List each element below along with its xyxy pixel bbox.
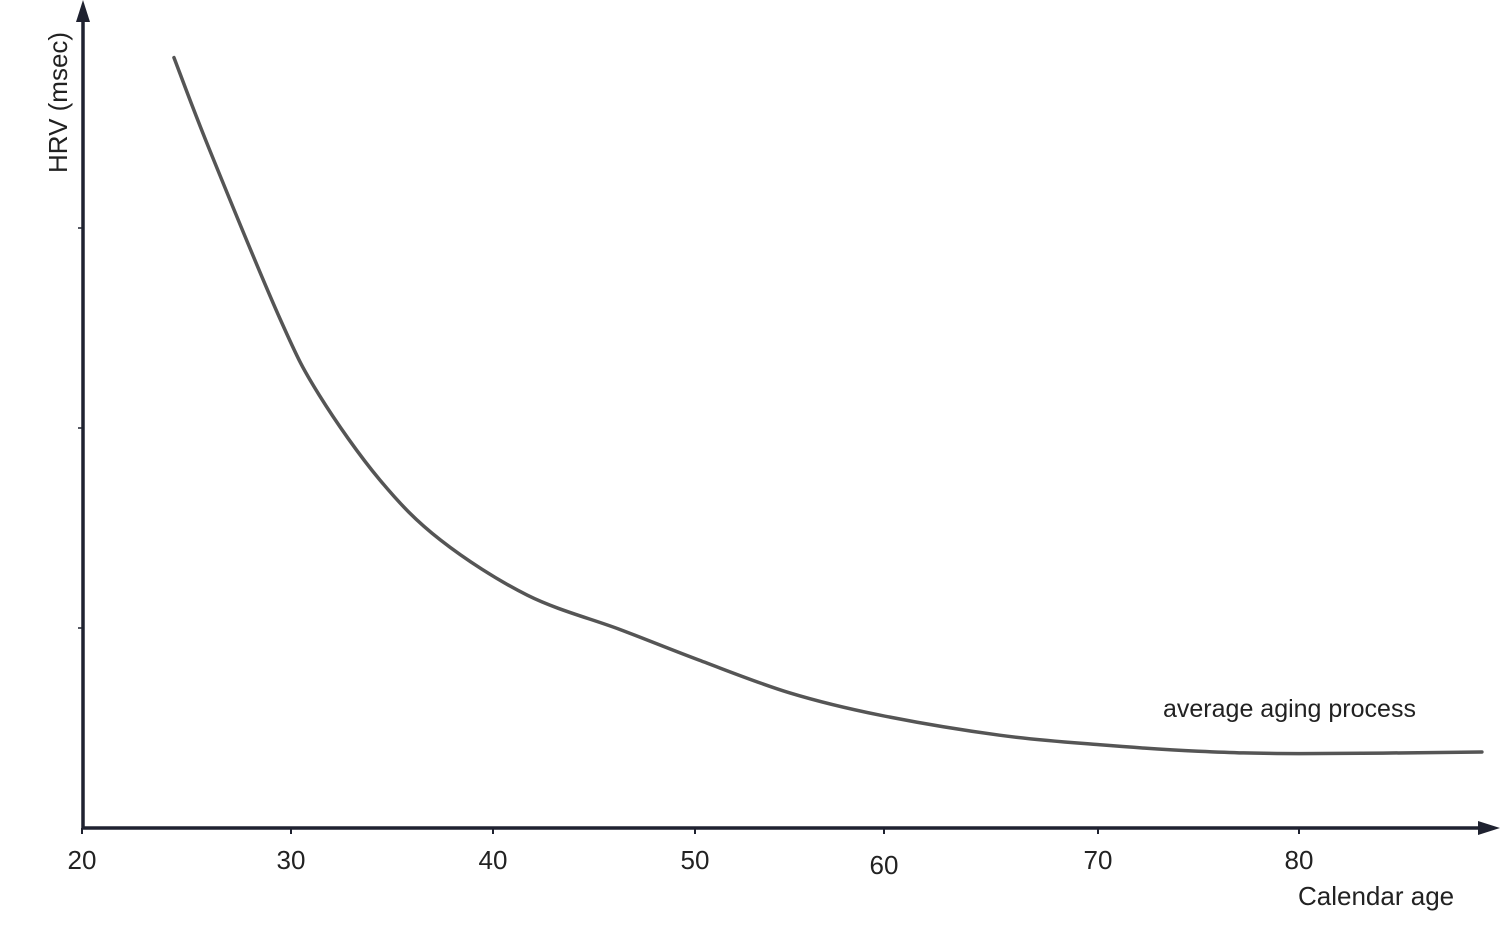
x-axis-title: Calendar age: [1298, 881, 1454, 911]
y-axis-title: HRV (msec): [43, 32, 73, 173]
x-tick-label: 40: [479, 845, 508, 875]
series-line-average-aging: [172, 55, 1484, 756]
x-tick-label: 50: [681, 845, 710, 875]
y-axis-arrow-icon: [76, 0, 90, 22]
x-tick-label: 70: [1084, 845, 1113, 875]
annotation-average-aging-process: average aging process: [1163, 695, 1416, 723]
x-tick-label: 80: [1285, 845, 1314, 875]
x-tick-label: 30: [277, 845, 306, 875]
x-tick-label: 20: [68, 845, 97, 875]
x-axis-arrow-icon: [1478, 821, 1500, 835]
x-tick-label: 60: [870, 850, 899, 880]
axes: [76, 0, 1500, 835]
